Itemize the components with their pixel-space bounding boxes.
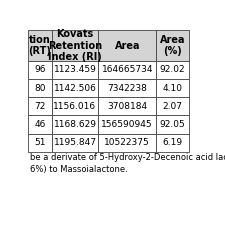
- Bar: [52, 134, 98, 152]
- Text: 51: 51: [34, 138, 46, 147]
- Bar: [156, 79, 189, 97]
- Text: 1195.847: 1195.847: [54, 138, 97, 147]
- Bar: [98, 97, 156, 115]
- Text: Area: Area: [115, 41, 140, 51]
- Bar: [28, 61, 52, 79]
- Bar: [52, 79, 98, 97]
- Text: 80: 80: [34, 83, 46, 92]
- Bar: [52, 30, 98, 61]
- Text: 92.05: 92.05: [160, 120, 185, 129]
- Text: Kovats
Retention
Index (RI): Kovats Retention Index (RI): [48, 29, 102, 62]
- Text: 156590945: 156590945: [101, 120, 153, 129]
- Bar: [28, 115, 52, 134]
- Text: 3708184: 3708184: [107, 102, 147, 111]
- Text: 7342238: 7342238: [107, 83, 147, 92]
- Bar: [52, 97, 98, 115]
- Text: 1142.506: 1142.506: [54, 83, 97, 92]
- Bar: [28, 97, 52, 115]
- Bar: [28, 79, 52, 97]
- Text: 164665734: 164665734: [101, 65, 153, 74]
- Text: 1123.459: 1123.459: [54, 65, 97, 74]
- Text: 4.10: 4.10: [162, 83, 182, 92]
- Bar: [98, 134, 156, 152]
- Text: 1156.016: 1156.016: [53, 102, 97, 111]
- Text: 1168.629: 1168.629: [54, 120, 97, 129]
- Text: 92.02: 92.02: [160, 65, 185, 74]
- Bar: [156, 30, 189, 61]
- Text: 6.19: 6.19: [162, 138, 182, 147]
- Bar: [98, 30, 156, 61]
- Bar: [28, 30, 52, 61]
- Bar: [52, 115, 98, 134]
- Bar: [28, 134, 52, 152]
- Bar: [156, 97, 189, 115]
- Text: 2.07: 2.07: [162, 102, 182, 111]
- Text: be a derivate of 5-Hydroxy-2-Decenoic acid lactone (Mas
6%) to Massoialactone.: be a derivate of 5-Hydroxy-2-Decenoic ac…: [30, 153, 225, 173]
- Text: tion
(RT): tion (RT): [28, 35, 51, 56]
- Text: 10522375: 10522375: [104, 138, 150, 147]
- Text: Area
(%): Area (%): [160, 35, 185, 56]
- Text: 46: 46: [34, 120, 45, 129]
- Bar: [98, 61, 156, 79]
- Bar: [156, 61, 189, 79]
- Bar: [156, 134, 189, 152]
- Text: 72: 72: [34, 102, 45, 111]
- Bar: [98, 79, 156, 97]
- Bar: [156, 115, 189, 134]
- Bar: [52, 61, 98, 79]
- Bar: [98, 115, 156, 134]
- Text: 96: 96: [34, 65, 46, 74]
